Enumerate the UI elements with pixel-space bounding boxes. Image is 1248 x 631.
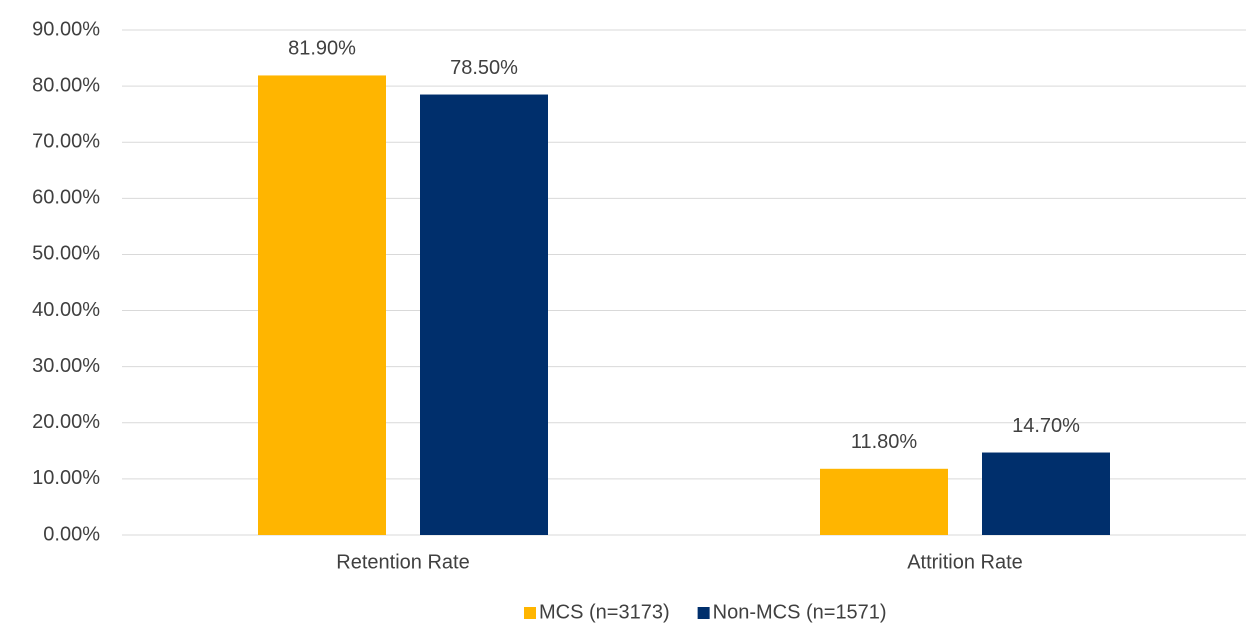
legend-swatch	[524, 607, 536, 619]
y-tick-label: 0.00%	[43, 523, 100, 545]
legend-swatch	[697, 607, 710, 619]
legend-label: Non-MCS (n=1571)	[713, 601, 887, 623]
value-label: 78.50%	[450, 57, 518, 79]
y-tick-label: 80.00%	[32, 74, 100, 96]
y-tick-label: 50.00%	[32, 243, 100, 265]
y-tick-label: 30.00%	[32, 355, 100, 377]
y-tick-label: 60.00%	[32, 187, 100, 209]
legend-label: MCS (n=3173)	[539, 601, 670, 623]
x-tick-label: Retention Rate	[336, 551, 469, 573]
y-tick-label: 20.00%	[32, 411, 100, 433]
x-tick-label: Attrition Rate	[907, 551, 1023, 573]
value-label: 81.90%	[288, 38, 356, 60]
y-tick-label: 10.00%	[32, 467, 100, 489]
value-label: 11.80%	[851, 431, 918, 453]
bar	[258, 75, 386, 535]
value-label: 14.70%	[1012, 415, 1080, 437]
y-tick-label: 40.00%	[32, 299, 100, 321]
bar	[982, 452, 1110, 535]
bar	[820, 468, 948, 535]
bar	[420, 94, 548, 536]
y-tick-label: 70.00%	[32, 131, 100, 153]
y-tick-label: 90.00%	[32, 18, 100, 40]
